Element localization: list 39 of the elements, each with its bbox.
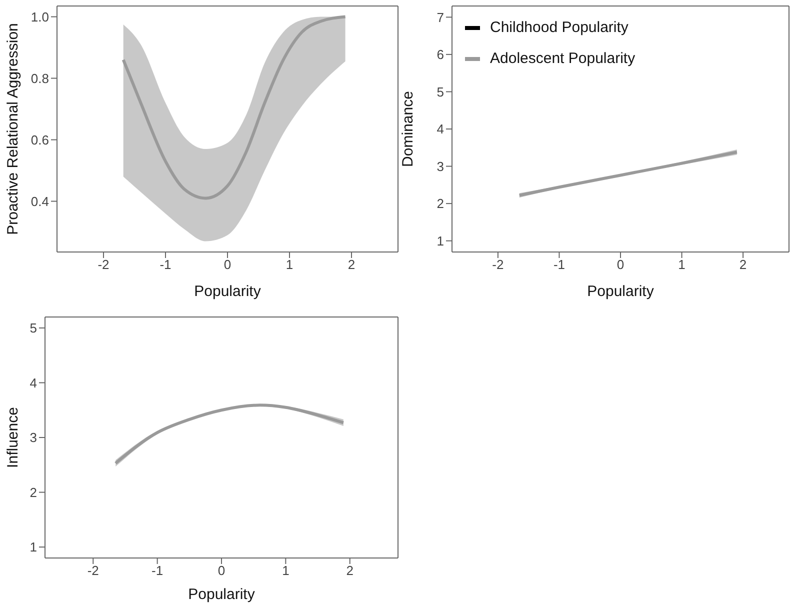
y-tick-label: 0.6 bbox=[30, 132, 49, 148]
x-tick-label: 1 bbox=[678, 257, 686, 272]
x-tick-label: 2 bbox=[348, 257, 356, 272]
x-tick-label: 2 bbox=[346, 563, 354, 578]
legend-label: Childhood Popularity bbox=[490, 18, 628, 38]
x-tick-label: -1 bbox=[160, 257, 172, 272]
x-tick-label: 1 bbox=[286, 257, 294, 272]
x-tick-label: 2 bbox=[739, 257, 747, 272]
y-tick-label: 1 bbox=[436, 233, 444, 248]
legend-label: Adolescent Popularity bbox=[490, 49, 636, 69]
y-axis-title: Influence bbox=[4, 407, 22, 468]
x-axis-title: Popularity bbox=[194, 283, 262, 300]
y-tick-label: 5 bbox=[436, 84, 444, 100]
y-tick-label: 7 bbox=[436, 10, 444, 25]
y-axis-title: Dominance bbox=[399, 91, 416, 167]
x-axis-title: Popularity bbox=[587, 283, 654, 300]
x-tick-label: -1 bbox=[553, 257, 566, 272]
x-tick-label: 0 bbox=[218, 563, 226, 578]
x-tick-label: -2 bbox=[98, 257, 110, 272]
y-tick-label: 0.8 bbox=[30, 70, 49, 86]
x-tick-label: -2 bbox=[492, 257, 504, 272]
x-tick-label: -1 bbox=[152, 563, 164, 578]
y-tick-label: 3 bbox=[436, 158, 444, 174]
x-tick-label: 1 bbox=[282, 563, 290, 578]
y-tick-label: 4 bbox=[30, 375, 37, 390]
x-tick-label: -2 bbox=[87, 563, 99, 578]
x-axis-title: Popularity bbox=[188, 586, 256, 603]
y-tick-label: 2 bbox=[436, 196, 444, 212]
y-axis-title: Proactive Relational Aggression bbox=[4, 23, 22, 235]
y-tick-label: 1 bbox=[30, 540, 37, 555]
y-tick-label: 1.0 bbox=[30, 9, 49, 24]
y-tick-label: 5 bbox=[30, 320, 37, 336]
y-tick-label: 6 bbox=[436, 47, 444, 62]
x-tick-label: 0 bbox=[616, 257, 624, 272]
y-tick-label: 3 bbox=[30, 430, 37, 446]
x-tick-label: 0 bbox=[224, 257, 232, 272]
y-tick-label: 0.4 bbox=[30, 194, 49, 209]
y-tick-label: 2 bbox=[30, 484, 37, 500]
y-tick-label: 4 bbox=[436, 122, 444, 137]
